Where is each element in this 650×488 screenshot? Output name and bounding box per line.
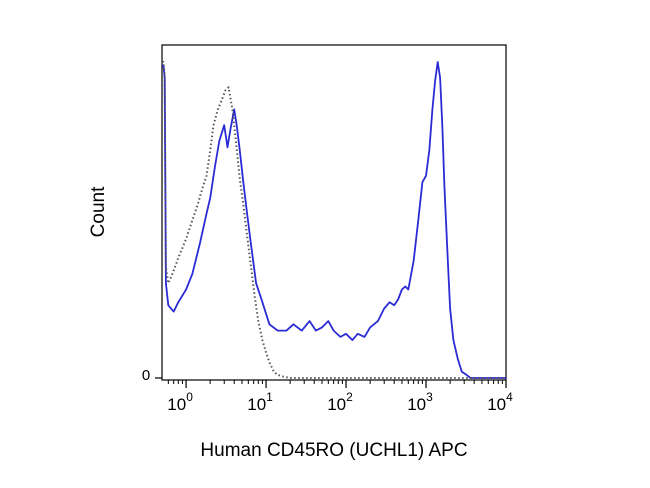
control-histogram-line [162, 61, 506, 379]
x-tick-label: 101 [247, 390, 273, 414]
y-axis-ticks: 0 [142, 367, 162, 384]
x-tick-exponent: 0 [186, 390, 193, 404]
x-tick-exponent: 2 [346, 390, 353, 404]
x-tick-base: 10 [247, 395, 266, 414]
y-tick-label: 0 [142, 367, 150, 384]
x-tick-base: 10 [167, 395, 186, 414]
x-axis-tick-labels: 100 101 102 103 104 [167, 390, 513, 414]
x-tick-label: 104 [487, 390, 513, 414]
x-tick-label: 102 [327, 390, 353, 414]
x-tick-exponent: 1 [266, 390, 273, 404]
x-tick-base: 10 [407, 395, 426, 414]
x-axis-ticks [167, 380, 507, 388]
y-axis-label: Count [88, 186, 109, 237]
x-tick-label: 100 [167, 390, 193, 414]
x-tick-base: 10 [327, 395, 346, 414]
series-layer [162, 61, 506, 379]
x-tick-label: 103 [407, 390, 433, 414]
x-tick-base: 10 [487, 395, 506, 414]
stained-histogram-line [162, 61, 506, 379]
x-axis-label: Human CD45RO (UCHL1) APC [200, 440, 467, 461]
x-tick-exponent: 3 [426, 390, 433, 404]
x-tick-exponent: 4 [506, 390, 513, 404]
